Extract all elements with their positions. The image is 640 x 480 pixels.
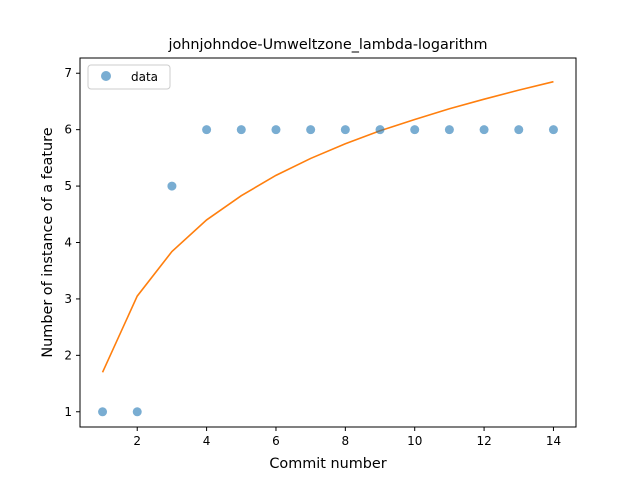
x-tick-label: 10	[407, 434, 422, 448]
data-point	[306, 125, 315, 134]
y-tick-label: 5	[64, 179, 72, 193]
chart-title: johnjohndoe-Umweltzone_lambda-logarithm	[168, 37, 488, 53]
y-tick-label: 7	[64, 66, 72, 80]
legend-label: data	[131, 70, 158, 84]
y-tick-label: 6	[64, 123, 72, 137]
y-tick-label: 1	[64, 405, 72, 419]
data-point	[167, 182, 176, 191]
y-axis-ticks: 1 2 3 4 5 6 7	[64, 66, 80, 419]
y-tick-label: 4	[64, 236, 72, 250]
data-point	[341, 125, 350, 134]
data-point	[376, 125, 385, 134]
fit-line	[103, 82, 554, 373]
data-scatter-series	[98, 125, 558, 416]
data-point	[445, 125, 454, 134]
x-axis-ticks: 2 4 6 8 10 12 14	[133, 427, 561, 448]
data-point	[271, 125, 280, 134]
data-point	[133, 407, 142, 416]
y-tick-label: 2	[64, 348, 72, 362]
x-tick-label: 8	[342, 434, 350, 448]
fit-line-series	[103, 82, 554, 373]
x-tick-label: 6	[272, 434, 280, 448]
legend: data	[88, 65, 170, 89]
y-tick-label: 3	[64, 292, 72, 306]
data-point	[202, 125, 211, 134]
data-point	[410, 125, 419, 134]
x-tick-label: 2	[133, 434, 141, 448]
x-tick-label: 12	[476, 434, 491, 448]
axes-frame	[80, 58, 576, 427]
x-axis-label: Commit number	[269, 456, 386, 472]
y-axis-label: Number of instance of a feature	[40, 127, 56, 357]
x-tick-label: 4	[203, 434, 211, 448]
data-point	[549, 125, 558, 134]
x-tick-label: 14	[546, 434, 561, 448]
data-point	[237, 125, 246, 134]
data-point	[98, 407, 107, 416]
data-point	[480, 125, 489, 134]
data-point	[514, 125, 523, 134]
legend-marker	[101, 71, 111, 81]
